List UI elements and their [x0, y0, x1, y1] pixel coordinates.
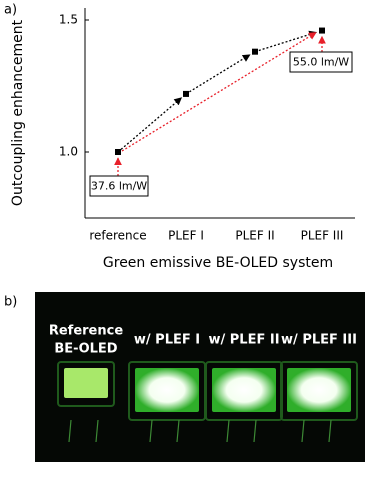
- photo-label: w/ PLEF I: [134, 333, 200, 348]
- panel-label: a): [4, 3, 17, 18]
- photo-label: w/ PLEF III: [281, 333, 357, 348]
- annotation-box: [289, 51, 353, 73]
- contact-lead: [226, 419, 257, 443]
- emission: [64, 368, 108, 398]
- data-point: [252, 48, 258, 55]
- photo-label: w/ PLEF II: [208, 333, 279, 348]
- data-point: [115, 149, 121, 155]
- x-tick-label: reference: [89, 229, 146, 243]
- x-tick-label: PLEF II: [235, 229, 274, 243]
- x-tick-label: PLEF I: [168, 229, 204, 243]
- panel-label: b): [4, 295, 17, 310]
- y-tick-label: 1.0: [59, 145, 78, 159]
- device-frame: [280, 361, 358, 421]
- emission: [287, 368, 351, 412]
- x-tick-label: PLEF III: [301, 229, 344, 243]
- photo-label: BE-OLED: [54, 342, 117, 357]
- device-frame: [57, 361, 115, 407]
- contact-lead: [149, 419, 180, 443]
- emission: [135, 368, 199, 412]
- data-point: [319, 27, 325, 34]
- annotation: 55.0 lm/W: [293, 56, 349, 69]
- y-tick-label: 1.5: [59, 13, 78, 27]
- trend-arrow: [258, 30, 318, 52]
- annotation-box: [89, 175, 149, 197]
- y-axis-label: Outcoupling enhancement: [10, 19, 26, 206]
- contact-lead: [301, 419, 332, 443]
- x-axis-label: Green emissive BE-OLED system: [103, 255, 333, 271]
- annotation: 37.6 lm/W: [91, 180, 147, 193]
- overall-arrow: [121, 32, 317, 152]
- data-point: [183, 90, 189, 97]
- trend-arrow: [189, 54, 251, 93]
- emission: [212, 368, 276, 412]
- contact-lead: [68, 419, 99, 443]
- photo-label: Reference: [49, 324, 123, 339]
- trend-arrow: [120, 97, 183, 150]
